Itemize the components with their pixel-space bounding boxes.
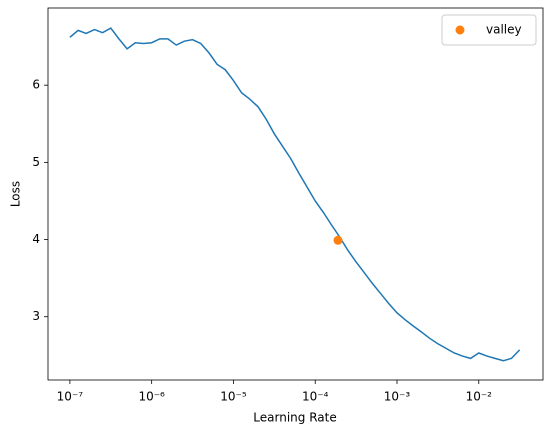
x-tick-label: 10⁻⁴ (302, 390, 329, 404)
legend-marker (455, 25, 465, 35)
legend-box (441, 14, 537, 46)
x-tick-label: 10⁻³ (384, 390, 411, 404)
y-tick-label: 4 (32, 232, 40, 246)
valley-point (333, 235, 343, 245)
x-tick-label: 10⁻⁵ (220, 390, 247, 404)
legend-label: valley (486, 23, 522, 37)
x-axis-label: Learning Rate (253, 411, 336, 425)
y-axis-label: Loss (9, 181, 23, 207)
x-tick-label: 10⁻⁶ (138, 390, 165, 404)
y-tick-label: 5 (32, 155, 40, 169)
x-tick-label: 10⁻² (466, 390, 493, 404)
y-tick-label: 3 (32, 309, 40, 323)
x-tick-label: 10⁻⁷ (57, 390, 84, 404)
loss-line (69, 27, 521, 362)
plot-frame (47, 7, 544, 381)
y-tick-label: 6 (32, 78, 40, 92)
